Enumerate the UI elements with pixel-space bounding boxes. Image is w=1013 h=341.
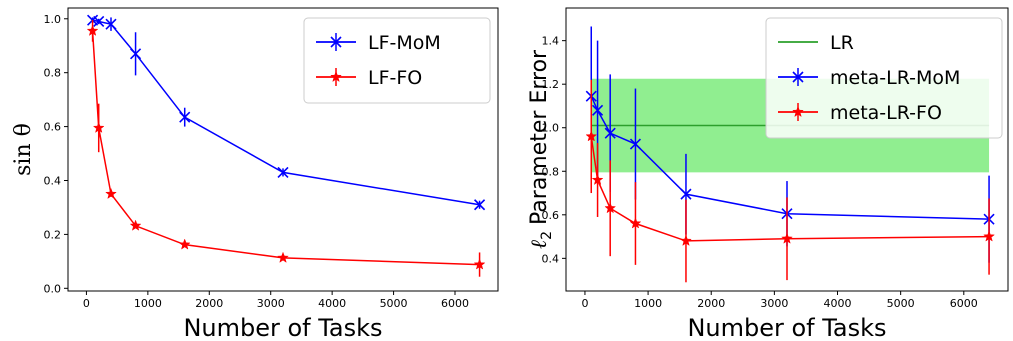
data-point: [781, 232, 793, 244]
x-axis-label: Number of Tasks: [687, 314, 886, 341]
data-point: [591, 173, 604, 186]
y-tick-label: 0.8: [44, 67, 62, 80]
legend-label: meta-LR-FO: [830, 102, 942, 124]
data-point: [592, 104, 604, 116]
y-tick-label: 0.2: [44, 228, 62, 241]
data-point: [130, 48, 142, 60]
y-tick-label: 1.0: [542, 122, 560, 135]
plot-frame: [565, 7, 1009, 292]
data-point: [105, 18, 117, 30]
legend: LR meta-LR-MoM meta-LR-FO: [765, 17, 1003, 139]
series-lf-fo: [86, 20, 486, 277]
legend-marker: [330, 70, 342, 83]
y-tick-label: 1.2: [542, 78, 560, 91]
data-point: [680, 234, 692, 246]
data-point: [983, 230, 995, 242]
legend-marker: [330, 36, 342, 48]
x-tick-label: 6000: [441, 297, 469, 310]
legend-label: LR: [830, 32, 854, 54]
legend: LF-MoM LF-FO: [303, 17, 491, 104]
data-point: [277, 251, 289, 263]
x-tick-label: 0: [83, 297, 90, 310]
data-point: [277, 166, 289, 178]
legend-label: LF-MoM: [368, 32, 441, 54]
y-tick-label: 1.0: [44, 13, 62, 26]
y-tick-label: 0.4: [44, 174, 62, 187]
data-point: [604, 127, 616, 139]
series-meta-lr-fo: [585, 79, 995, 283]
x-tick-label: 2000: [195, 297, 223, 310]
x-tick-label: 4000: [824, 297, 852, 310]
x-tick-label: 0: [581, 297, 588, 310]
chart-panel-1: 0 1000 2000 3000 4000 5000 6000 0.0 0.2 0.4 0.6 0.8…: [11, 7, 499, 341]
y-tick-label: 1.4: [542, 35, 560, 48]
data-point: [179, 111, 191, 123]
data-point: [93, 15, 105, 28]
data-point: [629, 217, 642, 229]
data-point: [105, 187, 117, 200]
legend-label: meta-LR-MoM: [830, 67, 960, 89]
legend-label: LF-FO: [368, 67, 422, 89]
x-tick-label: 1000: [634, 297, 662, 310]
chart-panel-2: 0 1000 2000 3000 4000 5000 6000 0.4 0.6 0.8 1.0 1.2…: [527, 7, 1009, 341]
x-tick-label: 2000: [697, 297, 725, 310]
data-point: [473, 258, 486, 270]
x-tick-label: 3000: [760, 297, 788, 310]
data-point: [474, 199, 486, 211]
data-point: [178, 238, 191, 250]
y-axis-label: sin θ: [11, 123, 36, 176]
series-lf-mom: [87, 14, 486, 211]
legend-box: [303, 17, 491, 104]
y-tick-label: 0.0: [44, 282, 62, 295]
data-point: [680, 188, 692, 200]
y-tick-label: 0.4: [542, 252, 560, 265]
x-tick-label: 4000: [318, 297, 346, 310]
data-point: [92, 121, 105, 133]
legend-marker: [792, 71, 804, 83]
x-tick-label: 5000: [380, 297, 408, 310]
data-point: [129, 219, 142, 231]
data-point: [585, 130, 598, 142]
data-point: [86, 24, 99, 36]
x-tick-label: 6000: [950, 297, 978, 310]
x-tick-label: 5000: [887, 297, 915, 310]
legend-marker: [792, 105, 804, 118]
y-tick-label: 0.6: [542, 209, 560, 222]
data-point: [629, 138, 642, 150]
plot-frame: [67, 7, 499, 292]
data-point: [604, 202, 617, 214]
y-tick-label: 0.8: [542, 165, 560, 178]
x-tick-label: 1000: [134, 297, 162, 310]
legend-box: [765, 17, 1003, 139]
y-axis-label: ℓ2Parameter Error: [527, 49, 555, 249]
y-tick-label: 0.6: [44, 121, 62, 134]
x-tick-label: 3000: [257, 297, 285, 310]
x-axis-label: Number of Tasks: [183, 314, 382, 341]
